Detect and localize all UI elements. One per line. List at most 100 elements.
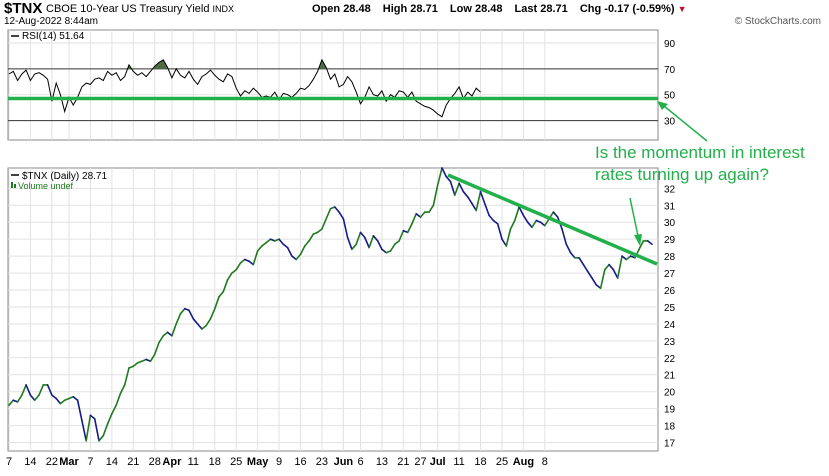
price-line-segment — [445, 175, 452, 183]
rsi-line — [8, 58, 481, 118]
price-line-segment — [188, 309, 195, 320]
price-line-segment — [46, 384, 53, 396]
price-line-segment — [338, 211, 345, 220]
quote-bar: Open 28.48 High 28.71 Low 28.48 Last 28.… — [312, 3, 687, 15]
price-y-tick: 17 — [664, 439, 676, 450]
price-y-tick: 27 — [664, 269, 676, 280]
annotation-line-1: Is the momentum in interest — [595, 143, 805, 162]
price-y-tick: 18 — [664, 422, 676, 433]
price-line-segment — [638, 240, 645, 251]
price-line-segment — [415, 213, 422, 218]
price-y-tick: 21 — [664, 371, 676, 382]
price-line-segment — [586, 270, 593, 279]
price-line-segment — [483, 202, 490, 217]
price-horizontal-gridlines — [8, 187, 658, 444]
price-line-segment — [372, 235, 379, 242]
price-line-segment — [16, 394, 23, 403]
price-line-segment — [175, 312, 182, 325]
x-tick-label: 28 — [149, 456, 161, 468]
price-line-segment — [616, 255, 623, 279]
price-line-segment — [51, 394, 58, 400]
price-panel: 17 18 19 20 21 22 23 24 25 26 27 28 29 30 31 32 $TNX (D… — [7, 167, 676, 452]
x-tick-label: 18 — [209, 456, 221, 468]
price-y-tick: 31 — [664, 201, 676, 212]
x-tick-label: 25 — [496, 456, 508, 468]
price-line-segment — [299, 245, 306, 256]
x-tick-label: 11 — [453, 456, 464, 468]
price-line-segment — [419, 211, 426, 218]
price-line-segment — [561, 228, 568, 246]
price-line-segment — [505, 228, 512, 247]
price-line-segment — [89, 414, 96, 420]
price-line-segment — [509, 219, 516, 230]
price-line-segment — [406, 223, 413, 234]
price-line-segment — [449, 180, 456, 196]
price-line-segment — [389, 243, 396, 252]
low-value: 28.48 — [474, 3, 503, 15]
volume-legend-icon-bar — [14, 184, 16, 188]
price-line-segment — [201, 324, 207, 330]
price-line-segment — [59, 399, 66, 405]
x-tick-label: 7 — [87, 456, 93, 468]
price-line-segment — [265, 238, 272, 244]
open-label: Open — [312, 3, 341, 15]
price-line-segment — [582, 263, 589, 273]
price-line-segment — [346, 236, 353, 251]
price-line-segment — [393, 240, 400, 246]
price-line-segment — [72, 395, 79, 402]
x-tick-label: 22 — [46, 456, 58, 468]
x-tick-label: 25 — [230, 456, 242, 468]
rsi-y-tick: 50 — [664, 91, 676, 102]
rsi-panel: 30 50 70 90 RSI(14) 51.64 — [7, 29, 676, 141]
last-label: Last — [514, 3, 538, 15]
price-y-tick: 20 — [664, 388, 676, 399]
price-line-segment — [214, 295, 220, 310]
price-line-segment — [531, 219, 538, 229]
price-y-tick: 24 — [664, 320, 676, 331]
price-line-segment — [98, 434, 105, 442]
price-y-tick: 30 — [664, 218, 676, 229]
price-line-segment — [522, 214, 529, 223]
price-line-segment — [526, 221, 533, 229]
price-line-segment — [496, 223, 503, 240]
price-annotation-arrow — [629, 197, 639, 237]
price-line-segment — [646, 240, 653, 246]
rsi-annotation-arrowhead — [657, 101, 668, 110]
x-tick-label: 13 — [376, 456, 388, 468]
price-y-tick: 26 — [664, 286, 676, 297]
price-line-segment — [192, 317, 199, 325]
price-vertical-gridlines — [8, 168, 546, 451]
price-line-segment — [81, 419, 87, 442]
price-line-segment — [209, 307, 216, 320]
price-line-segment — [166, 331, 173, 337]
price-line-segment — [55, 397, 62, 405]
rsi-y-tick: 90 — [664, 39, 676, 50]
price-line-segment — [539, 221, 546, 227]
price-line-segment — [432, 184, 439, 207]
price-line-segment — [33, 394, 40, 402]
price-line-segment — [321, 218, 328, 230]
price-line-group — [8, 167, 653, 442]
x-tick-label: 11 — [188, 456, 199, 468]
price-line-segment — [591, 277, 598, 286]
price-line-segment — [29, 394, 36, 402]
price-line-segment — [578, 256, 585, 266]
down-arrow-icon: ▼ — [677, 4, 687, 14]
price-line-segment — [368, 235, 375, 249]
price-line-segment — [8, 399, 15, 407]
price-line-segment — [153, 341, 160, 356]
rsi-y-tick: 30 — [664, 117, 676, 128]
price-line-segment — [325, 207, 332, 220]
price-line-segment — [603, 263, 610, 271]
x-tick-label: May — [247, 456, 269, 468]
price-line-segment — [102, 423, 109, 437]
price-line-segment — [363, 236, 370, 249]
price-line-segment — [595, 284, 602, 290]
price-line-segment — [492, 219, 499, 225]
x-tick-label: 8 — [542, 456, 548, 468]
price-line-segment — [488, 214, 495, 222]
x-tick-label: Aug — [513, 456, 534, 468]
x-tick-label: 14 — [24, 456, 36, 468]
x-axis-tick-labels: 7 14 22 Mar 7 14 21 28 Apr 11 18 25 May 9 16 23 Jun 6 13 21… — [6, 456, 548, 468]
